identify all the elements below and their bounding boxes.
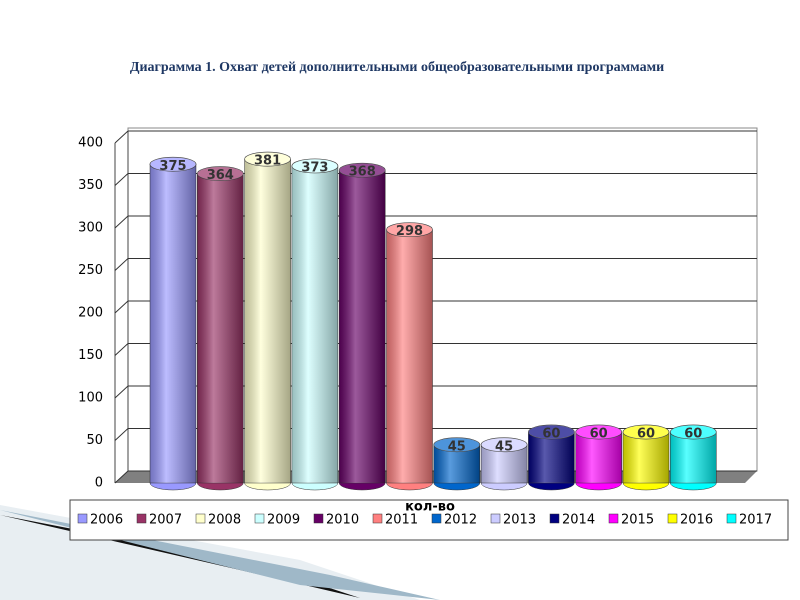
bar-shade <box>150 164 196 483</box>
bar-cap <box>386 222 433 238</box>
bar-shade <box>528 432 575 483</box>
y-tick-label: 50 <box>86 433 103 448</box>
bar-cap <box>196 166 244 181</box>
legend-label: 2008 <box>208 513 241 528</box>
chart-title: Диаграмма 1. Охват детей дополнительными… <box>130 60 664 75</box>
bar-shade <box>244 159 291 483</box>
grid-line-side <box>114 130 129 144</box>
data-label: 60 <box>684 427 702 442</box>
bar-shade <box>670 432 717 483</box>
legend-label: 2015 <box>621 513 654 528</box>
grid-line-side <box>114 173 129 186</box>
bar-cap-shine <box>575 425 622 439</box>
x-tick-label: кол-во <box>405 500 455 515</box>
grid-line-side <box>114 343 129 356</box>
legend-label: 2012 <box>444 513 477 528</box>
bar-shade <box>339 170 386 483</box>
bar-shade <box>575 432 622 483</box>
legend-label: 2011 <box>385 513 418 528</box>
grid-line-side <box>114 258 129 271</box>
data-label: 60 <box>590 427 608 442</box>
legend-swatch <box>490 513 501 524</box>
bar-cap <box>291 158 339 174</box>
legend-swatch <box>136 513 147 524</box>
bar-cap-shine <box>670 425 717 439</box>
data-label: 368 <box>349 165 376 180</box>
bar-cap-shine <box>528 425 575 439</box>
data-label: 298 <box>396 224 423 239</box>
legend-label: 2014 <box>562 513 595 528</box>
bar-shade <box>197 173 244 483</box>
legend-swatch <box>195 513 206 524</box>
bar-cap <box>244 151 291 167</box>
y-tick-label: 250 <box>78 263 103 278</box>
bar-shade <box>291 165 338 483</box>
legend-label: 2006 <box>90 513 123 528</box>
data-label: 45 <box>448 439 466 454</box>
legend-swatch <box>608 513 619 524</box>
grid-line-side <box>114 385 129 399</box>
legend-swatch <box>313 513 324 524</box>
bar-cap-shine <box>481 437 528 452</box>
y-tick-label: 200 <box>78 306 103 321</box>
legend-swatch <box>77 513 88 524</box>
legend-label: 2009 <box>267 513 300 528</box>
bar-cap-shine <box>339 163 386 178</box>
bar-cap-shine <box>291 158 338 173</box>
legend-label: 2016 <box>680 513 713 528</box>
y-tick-label: 0 <box>95 476 103 491</box>
legend-swatch <box>549 513 560 524</box>
bar-cap <box>338 162 386 178</box>
grid-line-side <box>114 300 129 314</box>
legend-swatch <box>431 513 442 524</box>
bar-cap-shine <box>197 166 244 181</box>
data-label: 381 <box>254 154 281 169</box>
bar-cap <box>528 424 575 440</box>
bar-cap <box>149 156 197 172</box>
data-label: 60 <box>637 427 655 442</box>
bar-cap-shine <box>244 152 291 167</box>
grid-line-side <box>114 428 129 441</box>
bar-cap <box>480 437 528 453</box>
grid-line-side <box>114 215 129 229</box>
data-label: 373 <box>301 160 328 175</box>
bar-cap-shine <box>150 157 196 172</box>
bar-cap <box>575 424 623 440</box>
legend-swatch <box>726 513 737 524</box>
data-label: 375 <box>159 159 186 174</box>
data-label: 364 <box>207 168 234 183</box>
grid-line-side <box>114 470 129 484</box>
y-tick-label: 100 <box>78 391 103 406</box>
bar-shade <box>623 432 669 483</box>
legend-swatch <box>372 513 383 524</box>
bar-cap <box>669 424 717 440</box>
data-label: 45 <box>495 439 513 454</box>
legend-swatch <box>254 513 265 524</box>
legend-label: 2010 <box>326 513 359 528</box>
bar-cap <box>622 424 670 440</box>
bar-cap <box>433 437 481 453</box>
y-tick-label: 350 <box>78 178 103 193</box>
bar-cap-shine <box>433 437 480 452</box>
y-tick-label: 400 <box>78 136 103 151</box>
bar-cap-shine <box>386 222 433 237</box>
data-label: 60 <box>542 427 560 442</box>
y-tick-label: 300 <box>78 221 103 236</box>
legend-label: 2017 <box>739 513 772 528</box>
legend-label: 2013 <box>503 513 536 528</box>
legend-swatch <box>667 513 678 524</box>
y-tick-label: 150 <box>78 348 103 363</box>
legend-label: 2007 <box>149 513 182 528</box>
bar-cap-shine <box>623 425 669 439</box>
bar-shade <box>386 229 433 483</box>
